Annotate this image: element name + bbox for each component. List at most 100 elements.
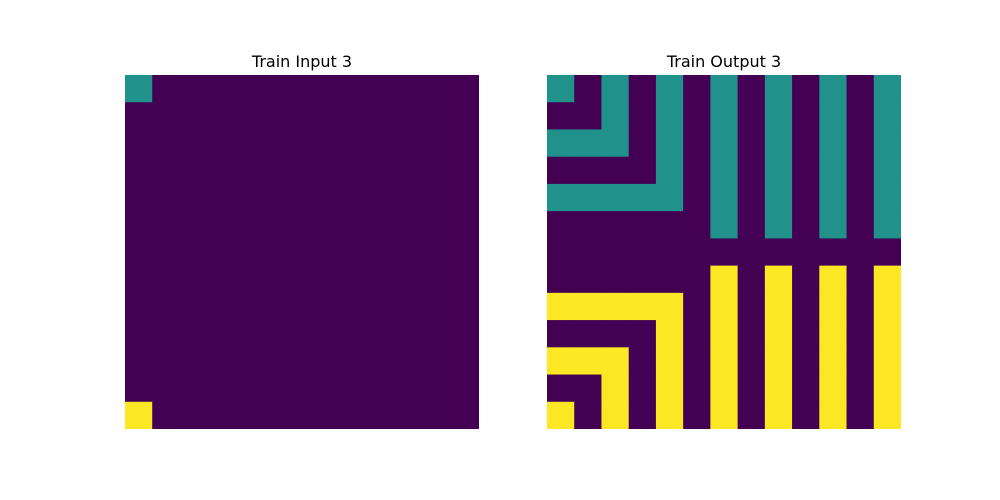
grid-cell: [288, 156, 317, 185]
grid-cell: [206, 211, 235, 239]
grid-cell: [342, 265, 371, 294]
grid-cell: [873, 238, 901, 267]
grid-cell: [179, 265, 208, 294]
grid-cell: [655, 347, 684, 376]
grid-cell: [547, 320, 575, 348]
grid-cell: [206, 102, 235, 130]
grid-cell: [370, 374, 398, 403]
grid-cell: [342, 374, 371, 403]
grid-cell: [206, 183, 235, 212]
grid-cell: [288, 238, 317, 267]
grid-cell: [628, 102, 657, 130]
grid-cell: [261, 347, 289, 376]
grid-cell: [451, 129, 479, 158]
grid-cell: [179, 320, 208, 348]
grid-cell: [206, 129, 235, 158]
output-grid: [547, 75, 901, 429]
grid-cell: [547, 129, 575, 158]
grid-cell: [846, 102, 875, 130]
grid-cell: [683, 129, 711, 158]
grid-cell: [261, 129, 289, 158]
grid-cell: [233, 102, 262, 130]
grid-cell: [737, 347, 766, 376]
grid-cell: [792, 211, 820, 239]
grid-cell: [152, 102, 180, 130]
grid-cell: [370, 156, 398, 185]
grid-cell: [315, 75, 344, 103]
grid-cell: [683, 75, 711, 103]
grid-cell: [683, 265, 711, 294]
grid-cell: [819, 374, 848, 403]
grid-cell: [451, 292, 479, 321]
grid-cell: [397, 75, 426, 103]
grid-cell: [152, 401, 180, 429]
grid-cell: [819, 292, 848, 321]
grid-cell: [206, 320, 235, 348]
grid-cell: [764, 374, 793, 403]
grid-cell: [764, 129, 793, 158]
grid-cell: [152, 129, 180, 158]
grid-cell: [873, 211, 901, 239]
grid-cell: [288, 401, 317, 429]
grid-cell: [846, 292, 875, 321]
grid-cell: [683, 102, 711, 130]
grid-cell: [179, 102, 208, 130]
grid-cell: [152, 320, 180, 348]
grid-cell: [683, 401, 711, 429]
grid-cell: [655, 238, 684, 267]
grid-cell: [655, 75, 684, 103]
grid-cell: [424, 265, 453, 294]
grid-cell: [397, 265, 426, 294]
grid-cell: [233, 183, 262, 212]
grid-cell: [655, 320, 684, 348]
grid-cell: [179, 75, 208, 103]
grid-cell: [179, 156, 208, 185]
grid-cell: [261, 211, 289, 239]
grid-cell: [451, 320, 479, 348]
grid-cell: [370, 102, 398, 130]
grid-cell: [315, 374, 344, 403]
grid-cell: [370, 211, 398, 239]
grid-cell: [125, 183, 153, 212]
grid-cell: [451, 374, 479, 403]
grid-cell: [125, 238, 153, 267]
grid-cell: [315, 320, 344, 348]
grid-cell: [628, 401, 657, 429]
grid-cell: [574, 129, 602, 158]
grid-cell: [655, 129, 684, 158]
grid-cell: [574, 265, 602, 294]
grid-cell: [179, 129, 208, 158]
grid-cell: [737, 102, 766, 130]
grid-cell: [628, 347, 657, 376]
grid-cell: [655, 401, 684, 429]
grid-cell: [315, 347, 344, 376]
grid-cell: [233, 156, 262, 185]
grid-cell: [125, 292, 153, 321]
grid-cell: [628, 320, 657, 348]
grid-cell: [397, 374, 426, 403]
grid-cell: [547, 156, 575, 185]
grid-cell: [628, 292, 657, 321]
grid-cell: [315, 265, 344, 294]
grid-cell: [764, 211, 793, 239]
grid-cell: [574, 320, 602, 348]
grid-cell: [819, 238, 848, 267]
grid-cell: [179, 401, 208, 429]
grid-cell: [370, 347, 398, 376]
grid-cell: [764, 183, 793, 212]
input-panel-title: Train Input 3: [251, 52, 353, 71]
output-panel-title: Train Output 3: [666, 52, 782, 71]
grid-cell: [261, 156, 289, 185]
grid-cell: [451, 238, 479, 267]
grid-cell: [764, 401, 793, 429]
grid-cell: [574, 292, 602, 321]
grid-cell: [819, 129, 848, 158]
grid-cell: [206, 401, 235, 429]
grid-cell: [601, 102, 630, 130]
grid-cell: [315, 238, 344, 267]
grid-cell: [764, 238, 793, 267]
grid-cell: [424, 401, 453, 429]
grid-cell: [683, 238, 711, 267]
grid-cell: [819, 156, 848, 185]
grid-cell: [819, 102, 848, 130]
